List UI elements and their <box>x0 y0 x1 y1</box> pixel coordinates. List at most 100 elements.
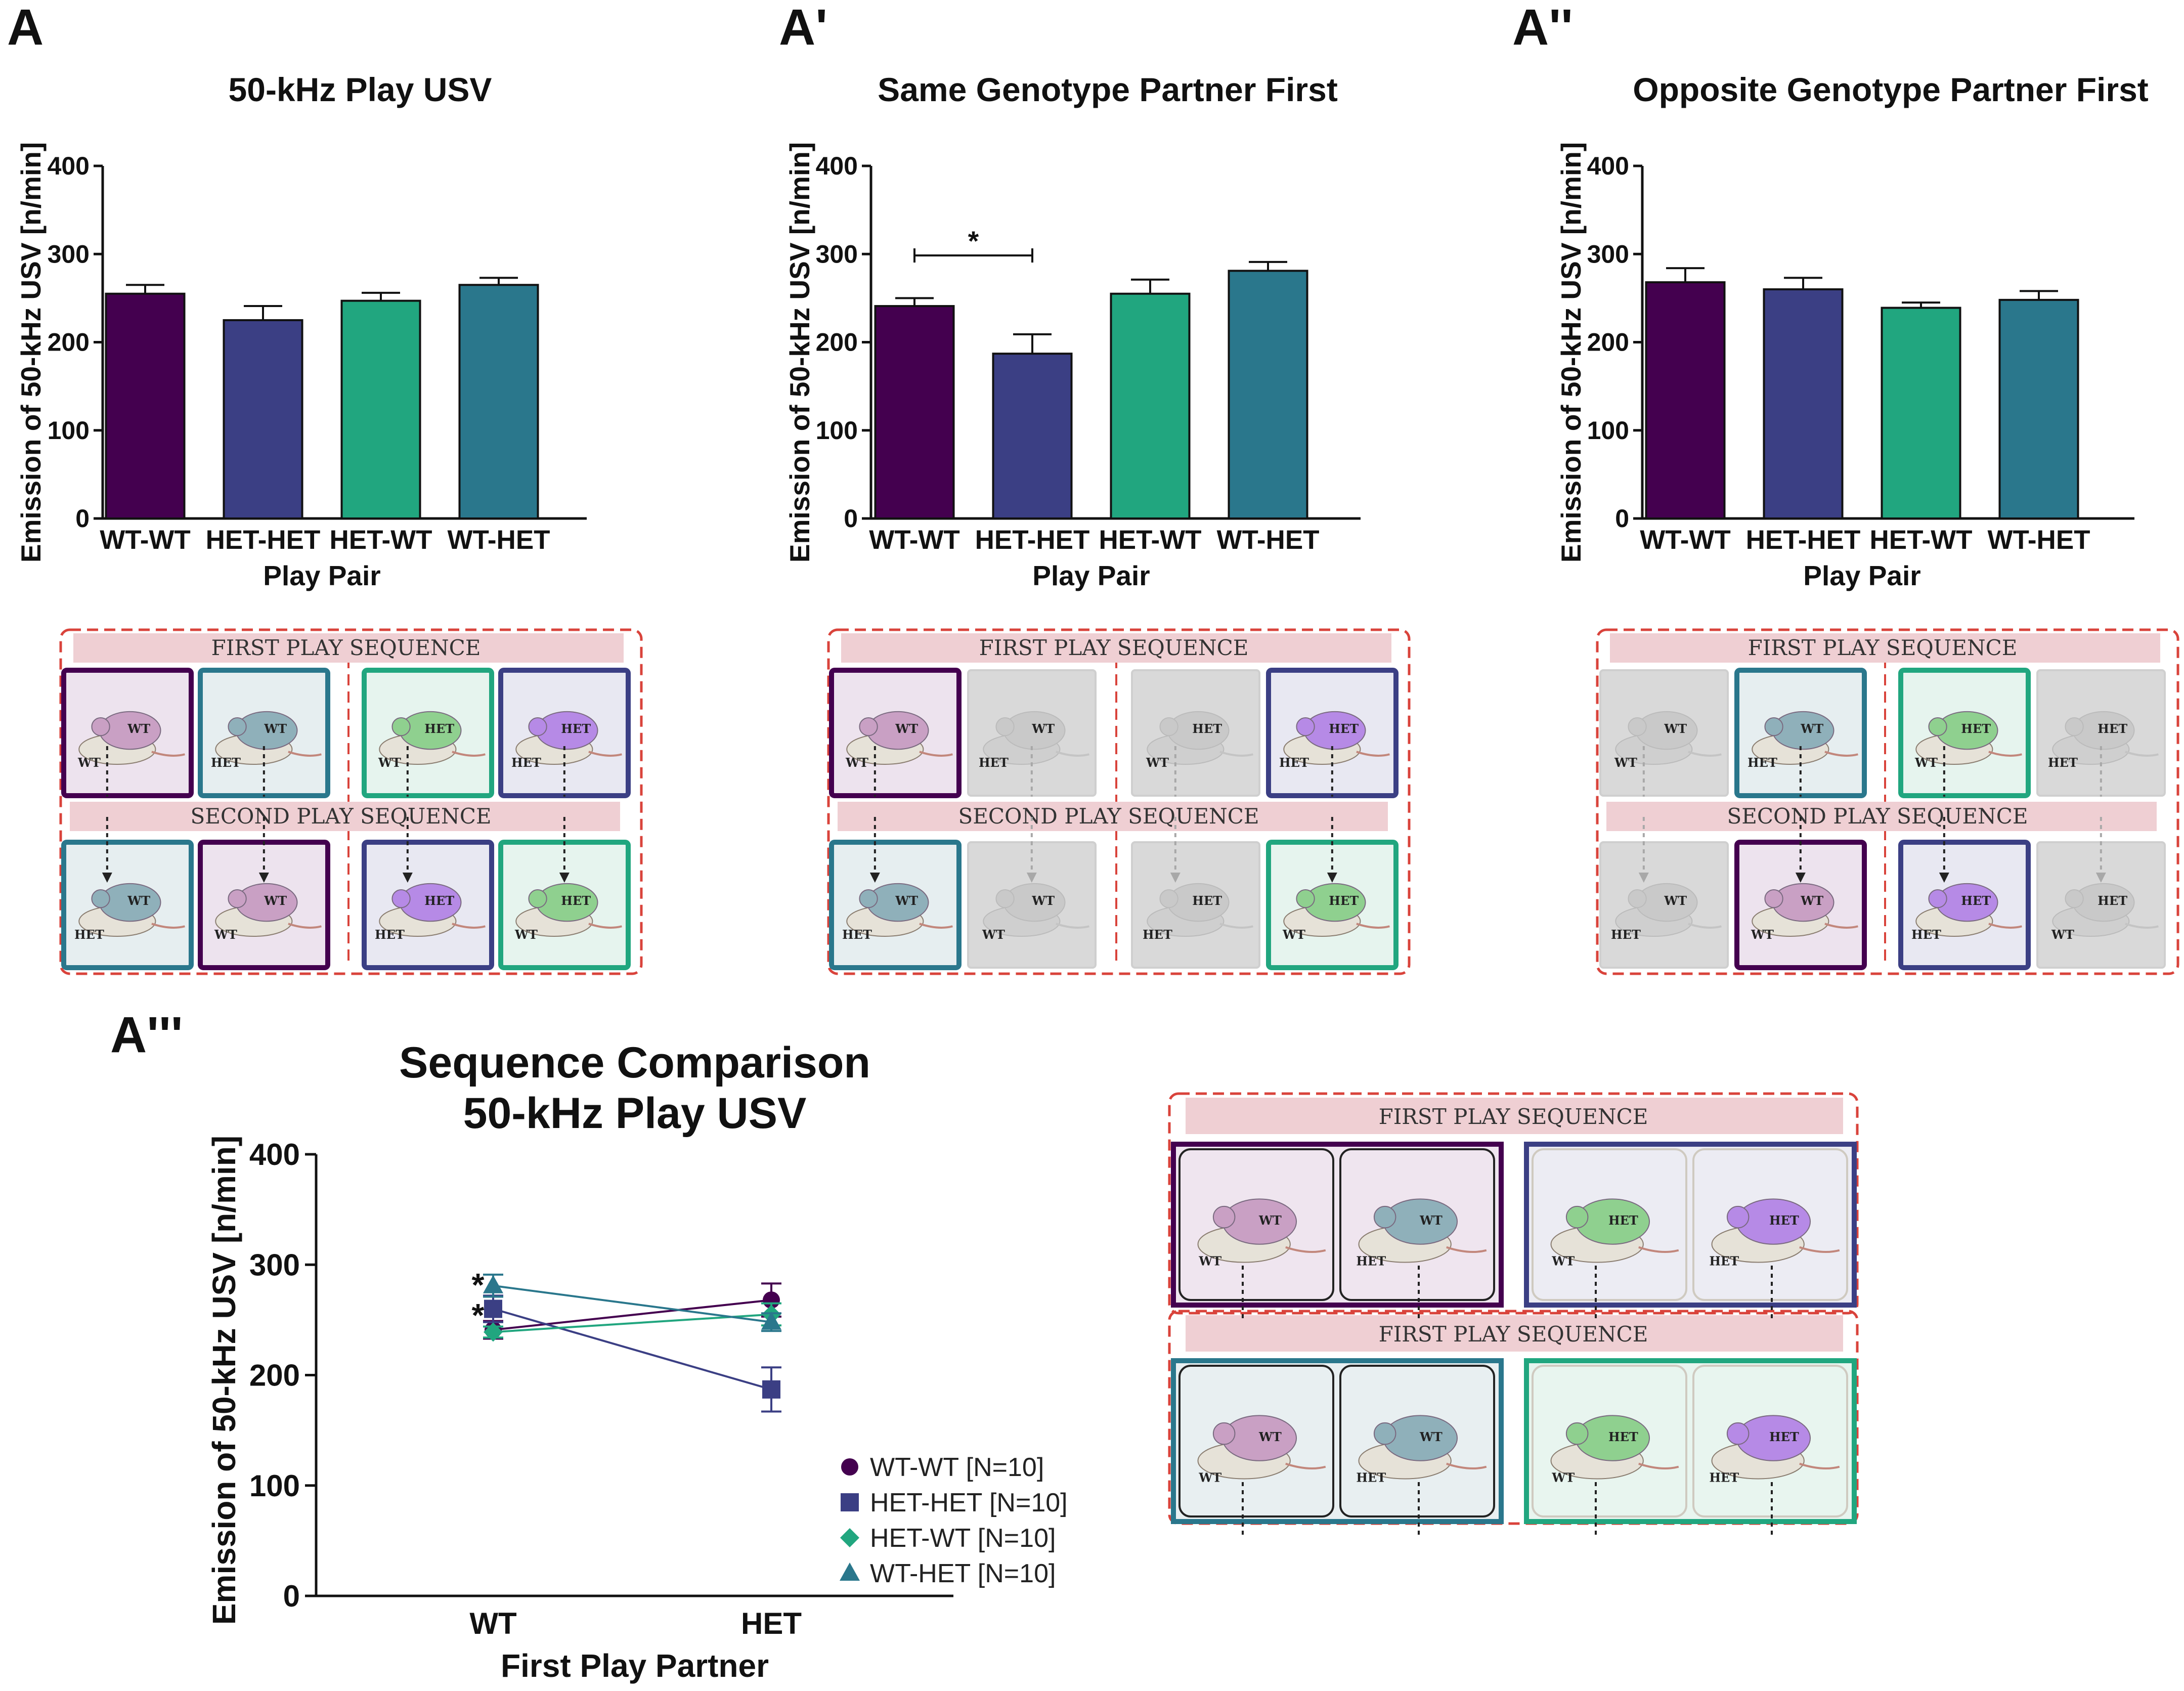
mouse-top-label: HET <box>1329 721 1359 736</box>
mouse-top-label: HET <box>561 893 591 908</box>
series-line-het-wt <box>493 1313 772 1333</box>
legend-label: WT-WT [N=10] <box>870 1453 1044 1482</box>
schematic-a-double-prime: FIRST PLAY SEQUENCE SECOND PLAY SEQUENCE W… <box>1596 628 2179 975</box>
mouse-tail <box>151 923 185 929</box>
x-tick-label: WT-HET <box>1216 525 1319 555</box>
point-het-het <box>762 1380 780 1399</box>
mouse-top-label: WT <box>1800 721 1823 736</box>
x-axis-label: Play Pair <box>1803 560 1920 591</box>
x-tick-label: HET-WT <box>1869 525 1972 555</box>
mouse-bottom-label: HET <box>1748 755 1777 770</box>
series-line-het-het <box>493 1308 772 1391</box>
mouse-top-head <box>1764 889 1783 908</box>
legend-marker <box>840 1563 860 1581</box>
mouse-top-label: WT <box>1031 893 1055 908</box>
y-tick-label: 300 <box>816 240 858 268</box>
mouse-top-label: HET <box>2098 721 2127 736</box>
pair-card <box>1178 1148 1334 1301</box>
first-sequence-label: FIRST PLAY SEQUENCE <box>979 635 1249 660</box>
mouse-bottom-label: HET <box>1356 1470 1386 1485</box>
mouse-tail <box>1446 1462 1487 1469</box>
mouse-tail <box>1988 923 2022 929</box>
second-sequence-banner <box>70 802 620 831</box>
mouse-bottom-label: HET <box>979 755 1009 770</box>
mouse-top-head <box>1296 889 1315 908</box>
mouse-top-label: HET <box>1608 1429 1638 1444</box>
mouse-top-label: WT <box>127 721 150 736</box>
mouse-bottom-label: WT <box>514 927 538 942</box>
mouse-top-label: WT <box>127 893 150 908</box>
mouse-top-label: WT <box>1258 1429 1282 1444</box>
point-wt-het <box>483 1275 503 1293</box>
mouse-tail <box>288 923 322 929</box>
mouse-tail <box>2125 751 2159 757</box>
y-tick-label: 100 <box>816 416 858 445</box>
series-line-wt-wt <box>493 1299 772 1331</box>
second-sequence-label: SECOND PLAY SEQUENCE <box>190 804 491 829</box>
mouse-tail <box>452 923 486 929</box>
mouse-top-head <box>528 889 547 908</box>
legend-marker <box>841 1493 859 1511</box>
mouse-tail <box>1824 751 1858 757</box>
mouse-bottom-label: WT <box>1614 755 1637 770</box>
y-tick-label: 100 <box>1587 416 1629 445</box>
x-tick-label: WT-WT <box>100 525 191 555</box>
mouse-top-head <box>1159 717 1178 736</box>
mouse-tail <box>1638 1462 1679 1469</box>
mouse-tail <box>1056 923 1089 929</box>
mouse-tail <box>1688 751 1722 757</box>
mouse-top-head <box>1764 717 1783 736</box>
dashed-group-border <box>827 628 1411 975</box>
mouse-top-label: HET <box>1961 893 1991 908</box>
sequence-label: FIRST PLAY SEQUENCE <box>1379 1322 1648 1347</box>
mouse-top-label: WT <box>264 721 287 736</box>
second-sequence-label: SECOND PLAY SEQUENCE <box>1727 804 2028 829</box>
sequence-label: FIRST PLAY SEQUENCE <box>1379 1104 1648 1129</box>
mouse-bottom-label: WT <box>1751 927 1774 942</box>
bar-wt-wt <box>874 305 955 519</box>
chart-title: Same Genotype Partner First <box>878 71 1338 108</box>
first-sequence-banner <box>1610 633 2160 663</box>
y-tick-label: 100 <box>249 1469 300 1503</box>
legend-label: WT-HET [N=10] <box>870 1559 1056 1588</box>
point-het-wt <box>484 1322 503 1342</box>
mouse-bottom-label: WT <box>1282 927 1305 942</box>
bar-chart-a-double-prime: Opposite Genotype Partner First 0 100 200 30… <box>1555 71 2149 591</box>
mouse-top-label: HET <box>1608 1213 1638 1228</box>
bar-het-wt <box>1110 292 1191 519</box>
mouse-top-label: WT <box>1258 1213 1282 1228</box>
x-axis-label: Play Pair <box>1032 560 1150 591</box>
chart-title: Opposite Genotype Partner First <box>1633 71 2149 108</box>
mouse-bottom-label: WT <box>1551 1470 1575 1485</box>
y-tick-label: 400 <box>816 152 858 180</box>
first-sequence-label: FIRST PLAY SEQUENCE <box>211 635 481 660</box>
mouse-bottom-label: HET <box>1709 1470 1739 1485</box>
mouse-top-head <box>1565 1422 1589 1445</box>
mouse-bottom-label: WT <box>1198 1470 1221 1485</box>
mouse-bottom-label: HET <box>74 927 104 942</box>
x-axis-label: First Play Partner <box>501 1647 769 1684</box>
mouse-top-head <box>228 889 247 908</box>
mouse-top-head <box>859 889 878 908</box>
y-tick-label: 200 <box>1587 328 1629 357</box>
mouse-top-label: WT <box>1419 1213 1443 1228</box>
x-tick-label: HET <box>741 1607 802 1640</box>
mouse-top-head <box>1159 889 1178 908</box>
mouse-bottom-label: WT <box>77 755 101 770</box>
mouse-bottom-label: WT <box>1146 755 1169 770</box>
x-tick-label: HET-HET <box>206 525 321 555</box>
y-tick-label: 200 <box>816 328 858 357</box>
significance-star: * <box>472 1297 485 1333</box>
y-axis-label: Emission of 50-kHz USV [n/min] <box>206 1136 242 1625</box>
bar-het-het <box>992 353 1073 520</box>
mouse-tail <box>1799 1462 1840 1469</box>
pair-card <box>1339 1148 1495 1301</box>
mouse-bottom-label: HET <box>511 755 541 770</box>
mouse-tail <box>1285 1246 1326 1253</box>
mouse-bottom-label: HET <box>842 927 872 942</box>
mouse-top-label: WT <box>1800 893 1823 908</box>
mouse-tail <box>588 751 622 757</box>
mouse-bottom-label: HET <box>1911 927 1941 942</box>
mouse-top-label: WT <box>1664 721 1687 736</box>
